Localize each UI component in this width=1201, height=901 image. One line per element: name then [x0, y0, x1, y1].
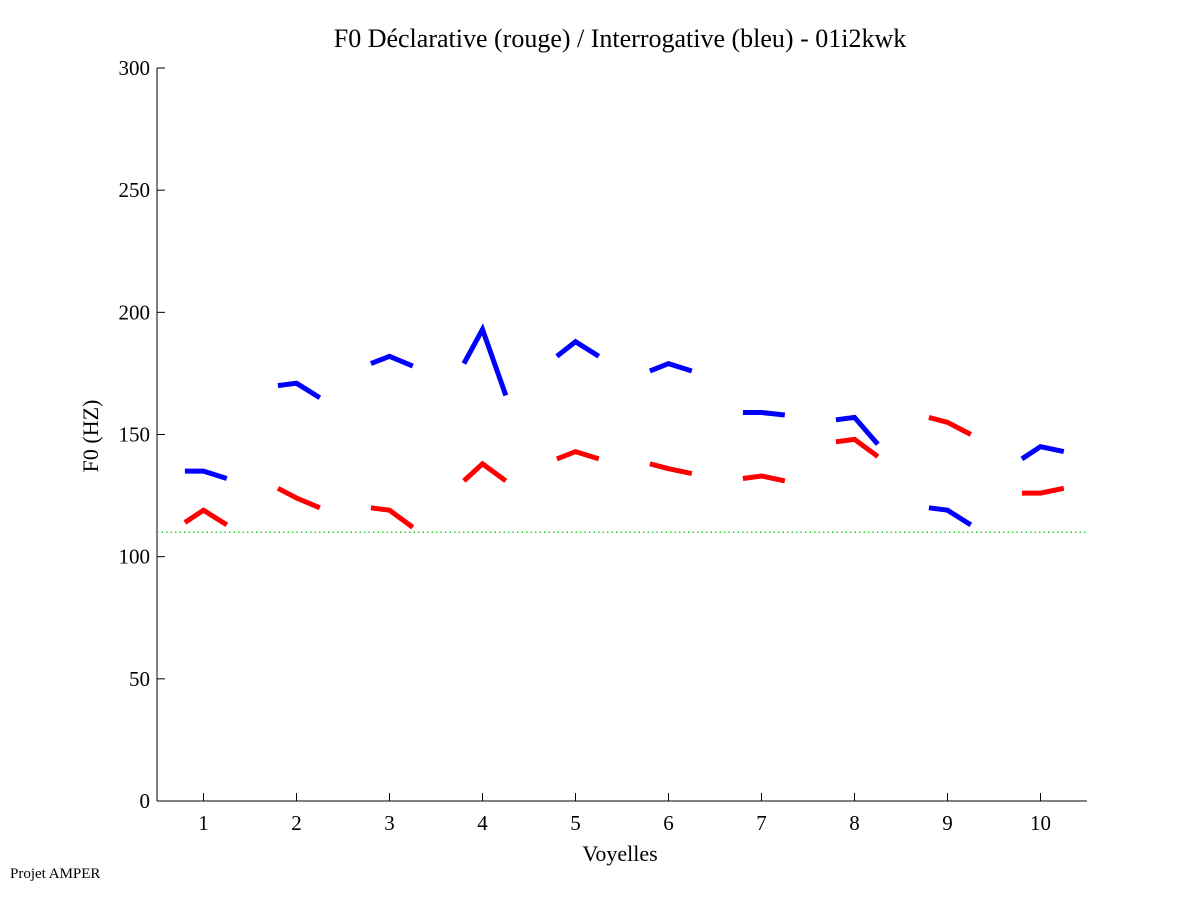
- series-1-segment-5: [555, 448, 600, 462]
- series-1-segment-7: [742, 473, 786, 484]
- series-layer: [183, 323, 1065, 530]
- x-tick-label: 1: [198, 811, 209, 835]
- x-tick-label: 3: [384, 811, 395, 835]
- y-axis-label: F0 (HZ): [78, 400, 103, 473]
- x-tick-label: 10: [1030, 811, 1051, 835]
- series-2-segment-6: [648, 360, 693, 374]
- series-1-segment-8: [835, 436, 880, 459]
- x-axis-label: Voyelles: [582, 841, 657, 866]
- series-1-segment-4: [462, 460, 508, 483]
- series-2-segment-10: [1020, 444, 1065, 461]
- y-tick-label: 100: [119, 545, 151, 569]
- credit-label: Projet AMPER: [10, 866, 100, 882]
- y-tick-label: 250: [119, 178, 151, 202]
- x-tick-label: 8: [849, 811, 860, 835]
- series-2-segment-8: [835, 414, 880, 446]
- y-tick-label: 0: [140, 789, 151, 813]
- series-2-segment-5: [555, 338, 601, 359]
- series-2-segment-1: [184, 468, 228, 481]
- series-1-segment-10: [1021, 485, 1065, 496]
- y-tick-label: 200: [119, 300, 151, 324]
- series-1-segment-9: [928, 414, 972, 437]
- chart-title: F0 Déclarative (rouge) / Interrogative (…: [334, 24, 907, 53]
- y-tick-label: 50: [129, 667, 150, 691]
- y-tick-label: 150: [119, 423, 151, 447]
- series-2-segment-4: [461, 323, 509, 397]
- x-tick-label: 6: [663, 811, 674, 835]
- x-tick-label: 2: [291, 811, 302, 835]
- series-1-segment-1: [183, 507, 229, 528]
- x-tick-label: 5: [570, 811, 581, 835]
- series-1-segment-2: [276, 486, 321, 511]
- x-tick-label: 4: [477, 811, 488, 835]
- axes: 0 50 100 150 200 250 300 1 2 3 4 5 6 7 8 9 10: [119, 56, 1087, 835]
- series-1-segment-3: [370, 505, 415, 530]
- series-2-segment-2: [277, 380, 322, 400]
- y-tick-label: 300: [119, 56, 151, 80]
- series-2-segment-7: [742, 410, 786, 418]
- series-2-segment-9: [928, 505, 973, 528]
- x-tick-label: 9: [942, 811, 953, 835]
- series-2-segment-3: [369, 353, 414, 369]
- series-1-segment-6: [649, 461, 693, 477]
- x-tick-label: 7: [756, 811, 767, 835]
